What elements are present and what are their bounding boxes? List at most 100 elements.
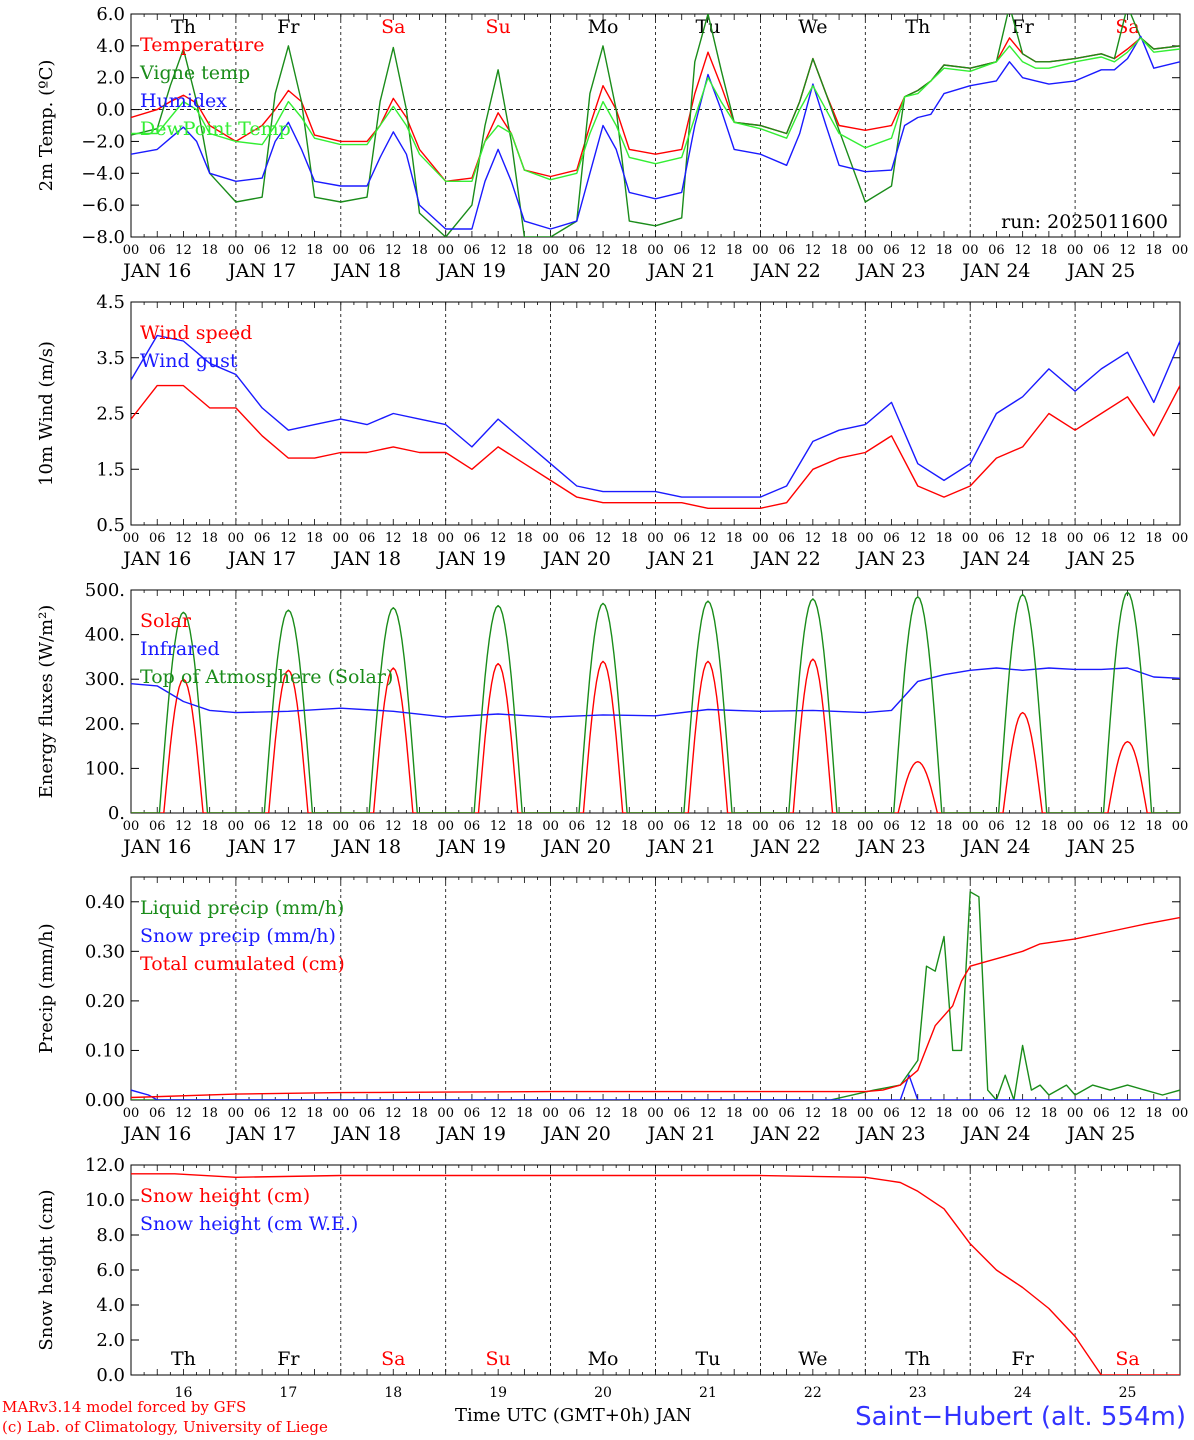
y-tick-label: 400. [85, 625, 125, 646]
hour-tick-label: 18 [516, 531, 533, 546]
hour-tick-label: 06 [254, 819, 271, 834]
date-number-label: 24 [1014, 1385, 1032, 1401]
hour-tick-label: 06 [778, 819, 795, 834]
day-of-week-label: Th [905, 1348, 930, 1370]
hour-tick-label: 12 [175, 1106, 192, 1121]
hour-tick-label: 00 [123, 243, 140, 258]
day-of-week-label: Th [905, 16, 930, 38]
hour-tick-label: 06 [988, 243, 1005, 258]
hour-tick-label: 18 [306, 243, 323, 258]
hour-tick-label: 06 [988, 531, 1005, 546]
hour-tick-label: 00 [647, 531, 664, 546]
date-label: JAN 16 [121, 1123, 191, 1145]
date-label: JAN 19 [436, 836, 506, 858]
hour-tick-label: 00 [1172, 819, 1189, 834]
hour-tick-label: 06 [359, 531, 376, 546]
hour-tick-label: 18 [936, 1106, 953, 1121]
hour-tick-label: 12 [700, 531, 717, 546]
hour-tick-label: 06 [1093, 243, 1110, 258]
hour-tick-label: 00 [437, 243, 454, 258]
hour-tick-label: 12 [909, 819, 926, 834]
hour-tick-label: 12 [909, 243, 926, 258]
legend-entry: Wind gust [140, 350, 238, 372]
hour-tick-label: 12 [1119, 819, 1136, 834]
date-number-label: 23 [909, 1385, 927, 1401]
date-label: JAN 18 [331, 260, 401, 282]
hour-tick-label: 12 [700, 819, 717, 834]
hour-tick-label: 18 [726, 243, 743, 258]
panel-temperature: −8.0 −6.0 −4.0 −2.0 0.0 2.0 4.0 6.0 2m Temp. (ºC… [36, 4, 1188, 282]
hour-tick-label: 12 [909, 531, 926, 546]
hour-tick-label: 12 [1014, 531, 1031, 546]
legend-entry: Top of Atmosphere (Solar) [140, 666, 393, 688]
hour-tick-label: 06 [464, 819, 481, 834]
hour-tick-label: 12 [595, 819, 612, 834]
legend-entry: Total cumulated (cm) [140, 953, 345, 975]
date-label: JAN 20 [541, 836, 611, 858]
series-line-wind-gust [131, 334, 1180, 498]
hour-tick-label: 18 [201, 531, 218, 546]
date-label: JAN 24 [960, 260, 1030, 282]
hour-tick-label: 12 [490, 243, 507, 258]
legend-entry: Temperature [140, 34, 264, 56]
hour-tick-label: 18 [831, 819, 848, 834]
day-of-week-label: Th [171, 1348, 196, 1370]
date-label: JAN 17 [226, 836, 296, 858]
hour-tick-label: 18 [516, 1106, 533, 1121]
date-label: JAN 25 [1065, 1123, 1135, 1145]
hour-tick-label: 18 [936, 531, 953, 546]
y-tick-label: 0.00 [85, 1090, 125, 1111]
date-label: JAN 17 [226, 548, 296, 570]
y-tick-label: 1.5 [96, 459, 125, 480]
hour-tick-label: 00 [857, 243, 874, 258]
date-number-label: 21 [699, 1385, 717, 1401]
hour-tick-label: 06 [673, 1106, 690, 1121]
hour-tick-label: 18 [201, 243, 218, 258]
hour-tick-label: 06 [149, 819, 166, 834]
y-tick-label: −6.0 [81, 195, 125, 216]
hour-tick-label: 12 [805, 819, 822, 834]
series-line-infrared [131, 667, 1180, 718]
y-axis-label: Precip (mm/h) [36, 923, 57, 1053]
hour-tick-label: 06 [778, 243, 795, 258]
hour-tick-label: 12 [385, 819, 402, 834]
date-number-label: 25 [1119, 1385, 1137, 1401]
series-group [131, 334, 1180, 509]
y-tick-label: −4.0 [81, 163, 125, 184]
hour-tick-label: 06 [988, 1106, 1005, 1121]
hour-tick-label: 12 [1014, 1106, 1031, 1121]
x-axis-label: Time UTC (GMT+0h) JAN [455, 1405, 692, 1426]
y-tick-label: 0.10 [85, 1040, 125, 1061]
hour-tick-label: 18 [621, 531, 638, 546]
hour-tick-label: 00 [542, 243, 559, 258]
panel-precip: 0.00 0.10 0.20 0.30 0.40 Precip (mm/h) 00 06 12 1… [36, 876, 1189, 1145]
y-tick-label: 500. [85, 580, 125, 601]
hour-tick-label: 06 [673, 531, 690, 546]
hour-tick-label: 18 [306, 1106, 323, 1121]
series-group [131, 891, 1180, 1100]
hour-tick-label: 12 [280, 819, 297, 834]
y-tick-label: 0.0 [96, 100, 125, 121]
hour-tick-label: 00 [962, 1106, 979, 1121]
legend-entry: DewPoint Temp [140, 118, 291, 140]
hour-tick-label: 00 [647, 243, 664, 258]
hour-tick-label: 12 [1119, 243, 1136, 258]
y-tick-label: 0.20 [85, 991, 125, 1012]
hour-tick-label: 00 [228, 243, 245, 258]
hour-tick-label: 00 [437, 531, 454, 546]
date-label: JAN 22 [751, 548, 821, 570]
plot-frame [130, 589, 1181, 814]
hour-tick-label: 18 [726, 1106, 743, 1121]
hour-tick-label: 18 [726, 531, 743, 546]
hour-tick-label: 18 [201, 1106, 218, 1121]
hour-tick-label: 00 [1172, 1106, 1189, 1121]
hour-tick-label: 06 [1093, 819, 1110, 834]
hour-tick-label: 00 [962, 819, 979, 834]
hour-tick-label: 00 [857, 531, 874, 546]
series-line-total-cumulated-cm- [131, 916, 1180, 1099]
hour-tick-label: 18 [411, 531, 428, 546]
date-number-label: 17 [279, 1385, 297, 1401]
hour-tick-label: 18 [1146, 243, 1163, 258]
hour-tick-label: 06 [673, 819, 690, 834]
